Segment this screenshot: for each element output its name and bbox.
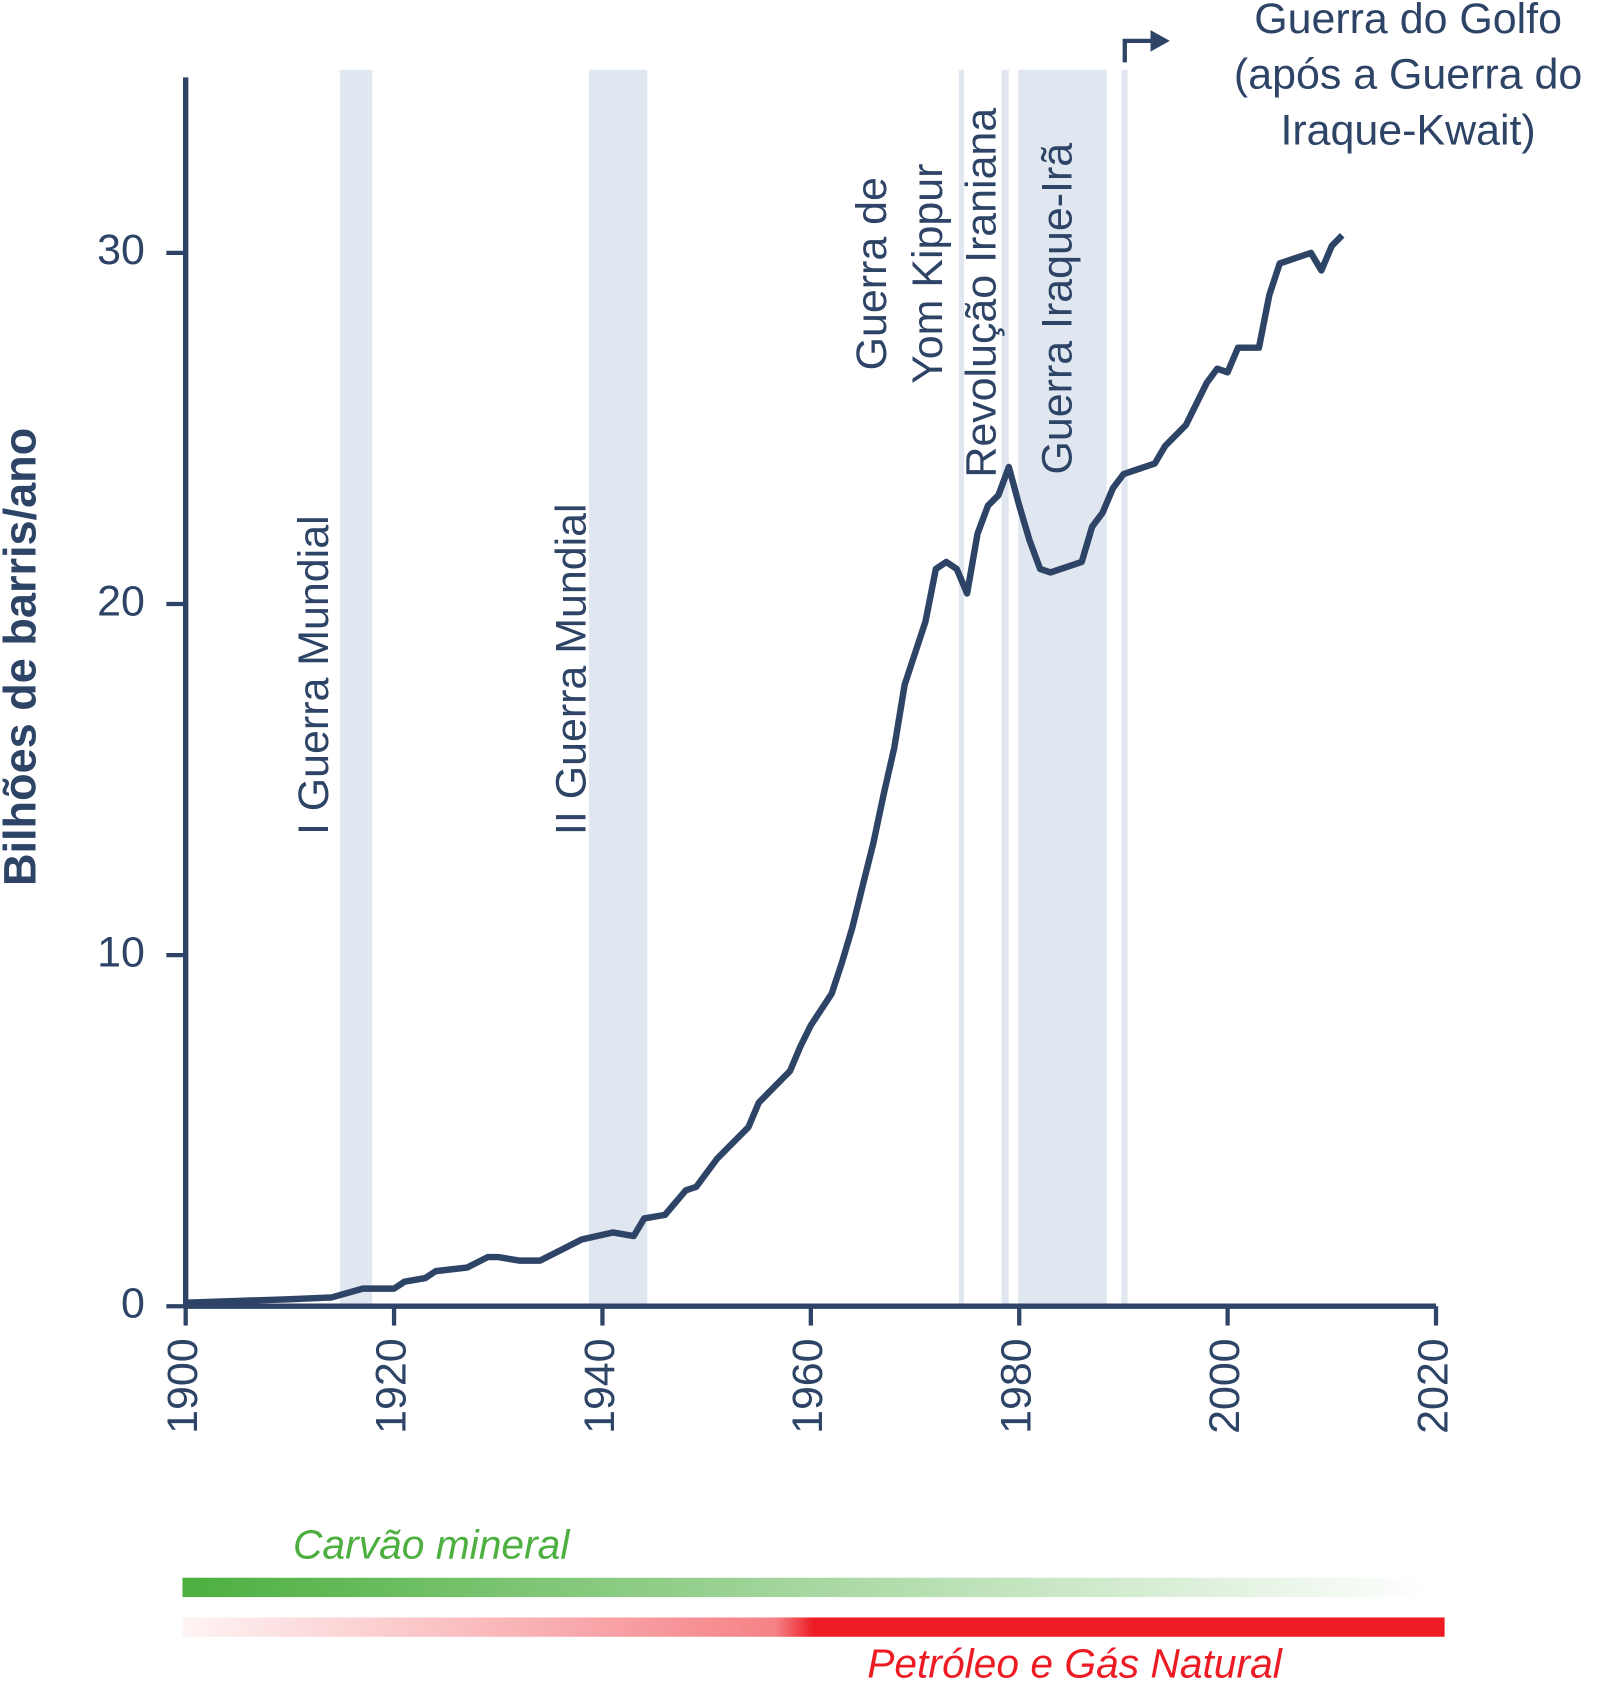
gulf-arrowhead [1150,30,1170,52]
period-label: Guerra de [848,177,896,370]
period-label: Guerra do Golfo [1254,0,1562,43]
x-tick-label: 2020 [1409,1338,1457,1434]
period-band [958,69,965,1307]
x-tick-label: 1980 [993,1338,1041,1434]
y-tick-label: 20 [97,577,145,625]
period-label: Revolução Iraniana [958,108,1006,478]
y-tick-label: 0 [121,1280,145,1328]
y-axis-label: Bilhões de barris/ano [0,428,46,886]
gulf-arrow [1122,38,1160,63]
period-band [339,69,373,1307]
period-label: II Guerra Mundial [548,503,596,835]
x-tick-label: 1900 [159,1338,207,1434]
period-band [1121,69,1128,1307]
y-tick-label: 10 [97,928,145,976]
period-band [1001,69,1009,1307]
x-tick-label: 2000 [1201,1338,1249,1434]
period-label: I Guerra Mundial [290,515,338,835]
x-tick-label: 1940 [576,1338,624,1434]
energy-bar [182,1577,1428,1598]
energy-label: Petróleo e Gás Natural [867,1641,1283,1683]
energy-label: Carvão mineral [293,1521,570,1567]
period-label: Iraque-Kwait) [1280,106,1535,154]
period-label: (após a Guerra do [1234,51,1582,99]
data-line [185,233,1345,1306]
period-label: Guerra Iraque-Irã [1034,143,1082,475]
energy-bar [182,1617,1445,1637]
y-tick-label: 30 [97,226,145,274]
x-tick-label: 1960 [784,1338,832,1434]
period-band [588,69,648,1307]
period-label: Yom Kippur [904,164,952,384]
period-band [1018,69,1107,1307]
x-tick-label: 1920 [367,1338,415,1434]
